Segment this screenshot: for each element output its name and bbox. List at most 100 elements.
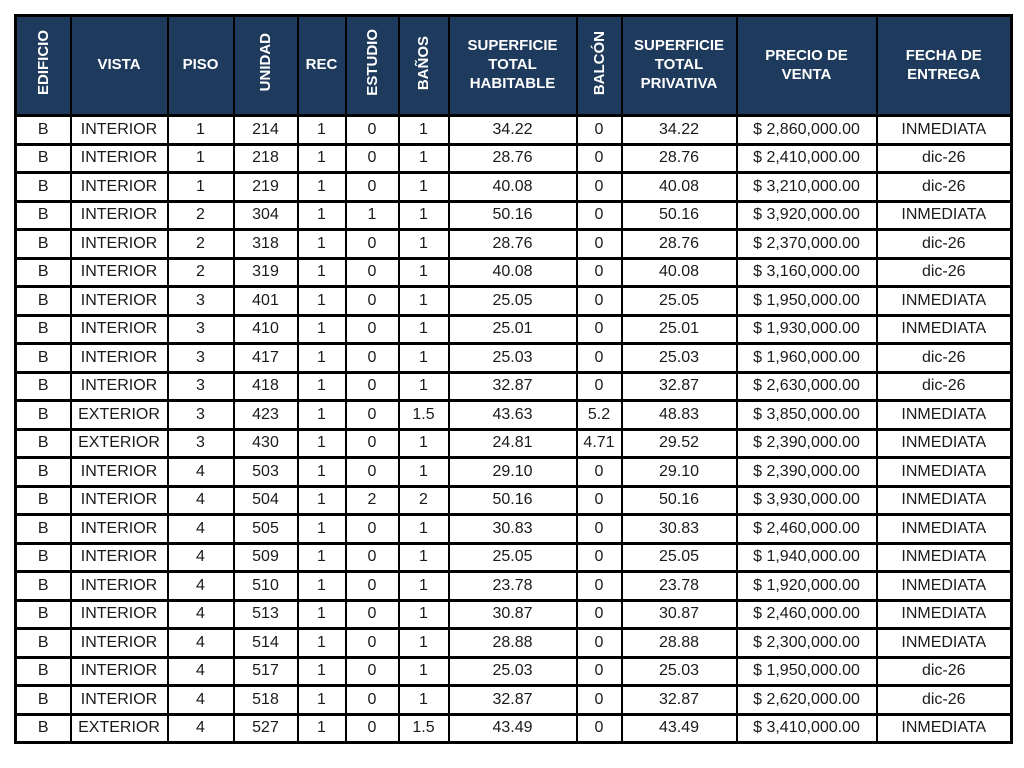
unidad-cell: 214	[232, 114, 299, 146]
banos-cell: 1	[397, 541, 450, 573]
estudio-cell: 0	[344, 228, 400, 260]
fecha-de-entrega-cell: INMEDIATA	[875, 570, 1013, 602]
precio-de-venta-cell: $ 3,210,000.00	[735, 171, 878, 203]
edificio-cell: B	[14, 256, 72, 288]
banos-cell: 1	[397, 684, 450, 716]
estudio-cell: 0	[344, 712, 400, 744]
fecha-de-entrega-cell: dic-26	[875, 342, 1013, 374]
balcon-cell: 0	[575, 484, 623, 516]
balcon-cell: 0	[575, 513, 623, 545]
edificio-cell: B	[14, 598, 72, 630]
superficie-total-habitable-cell: 32.87	[447, 370, 578, 402]
piso-cell: 4	[166, 541, 235, 573]
superficie-total-habitable-cell: 25.03	[447, 342, 578, 374]
banos-cell: 1	[397, 655, 450, 687]
superficie-total-privativa-cell: 28.76	[620, 228, 738, 260]
vista-cell: INTERIOR	[69, 256, 169, 288]
table-row: B INTERIOR 1 219 1 0 1 40.08 0 40.08 $ 3,210,000.0…	[14, 171, 1013, 203]
estudio-cell: 2	[344, 484, 400, 516]
banos-cell: 1.5	[397, 712, 450, 744]
estudio-cell: 0	[344, 313, 400, 345]
vista-cell: INTERIOR	[69, 370, 169, 402]
column-header-label: PISO	[182, 56, 219, 74]
fecha-de-entrega-cell: INMEDIATA	[875, 313, 1013, 345]
column-header-superficie-total-habitable: SUPERFICIE TOTAL HABITABLE	[447, 14, 578, 117]
superficie-total-habitable-cell: 25.05	[447, 541, 578, 573]
superficie-total-habitable-cell: 25.03	[447, 655, 578, 687]
rec-cell: 1	[296, 655, 347, 687]
piso-cell: 2	[166, 228, 235, 260]
fecha-de-entrega-cell: dic-26	[875, 684, 1013, 716]
vista-cell: INTERIOR	[69, 484, 169, 516]
fecha-de-entrega-cell: dic-26	[875, 142, 1013, 174]
unidad-cell: 504	[232, 484, 299, 516]
piso-cell: 3	[166, 313, 235, 345]
superficie-total-habitable-cell: 23.78	[447, 570, 578, 602]
balcon-cell: 0	[575, 598, 623, 630]
piso-cell: 4	[166, 598, 235, 630]
fecha-de-entrega-cell: INMEDIATA	[875, 285, 1013, 317]
estudio-cell: 0	[344, 513, 400, 545]
column-header-label: REC	[305, 56, 338, 74]
estudio-cell: 0	[344, 541, 400, 573]
superficie-total-privativa-cell: 25.05	[620, 541, 738, 573]
rec-cell: 1	[296, 313, 347, 345]
unidad-cell: 505	[232, 513, 299, 545]
table-row: B EXTERIOR 3 430 1 0 1 24.81 4.71 29.52 $ 2,390,00…	[14, 427, 1013, 459]
vista-cell: INTERIOR	[69, 342, 169, 374]
banos-cell: 1	[397, 627, 450, 659]
fecha-de-entrega-cell: INMEDIATA	[875, 712, 1013, 744]
rec-cell: 1	[296, 513, 347, 545]
superficie-total-habitable-cell: 34.22	[447, 114, 578, 146]
vista-cell: INTERIOR	[69, 541, 169, 573]
estudio-cell: 0	[344, 285, 400, 317]
superficie-total-habitable-cell: 43.63	[447, 399, 578, 431]
banos-cell: 1	[397, 114, 450, 146]
superficie-total-privativa-cell: 30.87	[620, 598, 738, 630]
superficie-total-privativa-cell: 40.08	[620, 171, 738, 203]
unidad-cell: 401	[232, 285, 299, 317]
fecha-de-entrega-cell: INMEDIATA	[875, 456, 1013, 488]
fecha-de-entrega-cell: INMEDIATA	[875, 427, 1013, 459]
piso-cell: 3	[166, 370, 235, 402]
vista-cell: INTERIOR	[69, 655, 169, 687]
estudio-cell: 0	[344, 570, 400, 602]
vista-cell: INTERIOR	[69, 199, 169, 231]
piso-cell: 4	[166, 456, 235, 488]
rec-cell: 1	[296, 598, 347, 630]
banos-cell: 1	[397, 598, 450, 630]
column-header-vista: VISTA	[69, 14, 169, 117]
superficie-total-habitable-cell: 28.76	[447, 228, 578, 260]
superficie-total-habitable-cell: 30.87	[447, 598, 578, 630]
edificio-cell: B	[14, 399, 72, 431]
table-row: B INTERIOR 4 514 1 0 1 28.88 0 28.88 $ 2,300,000.0…	[14, 627, 1013, 659]
vista-cell: INTERIOR	[69, 114, 169, 146]
table-row: B INTERIOR 2 304 1 1 1 50.16 0 50.16 $ 3,920,000.0…	[14, 199, 1013, 231]
balcon-cell: 0	[575, 712, 623, 744]
unidad-cell: 410	[232, 313, 299, 345]
estudio-cell: 0	[344, 427, 400, 459]
fecha-de-entrega-cell: dic-26	[875, 256, 1013, 288]
precio-de-venta-cell: $ 1,950,000.00	[735, 285, 878, 317]
edificio-cell: B	[14, 114, 72, 146]
edificio-cell: B	[14, 313, 72, 345]
unidad-cell: 514	[232, 627, 299, 659]
precio-de-venta-cell: $ 3,920,000.00	[735, 199, 878, 231]
vista-cell: INTERIOR	[69, 598, 169, 630]
piso-cell: 2	[166, 256, 235, 288]
column-header-unidad: UNIDAD	[232, 14, 299, 117]
superficie-total-privativa-cell: 25.01	[620, 313, 738, 345]
piso-cell: 4	[166, 712, 235, 744]
table-row: B EXTERIOR 3 423 1 0 1.5 43.63 5.2 48.83 $ 3,850,0…	[14, 399, 1013, 431]
table-row: B INTERIOR 4 513 1 0 1 30.87 0 30.87 $ 2,460,000.0…	[14, 598, 1013, 630]
piso-cell: 4	[166, 513, 235, 545]
superficie-total-habitable-cell: 30.83	[447, 513, 578, 545]
rec-cell: 1	[296, 228, 347, 260]
vista-cell: INTERIOR	[69, 513, 169, 545]
estudio-cell: 0	[344, 655, 400, 687]
fecha-de-entrega-cell: INMEDIATA	[875, 627, 1013, 659]
column-header-balcon: BALCÓN	[575, 14, 623, 117]
header-row: EDIFICIO VISTA PISO UNIDAD REC ESTUDIO BAÑOS SU…	[14, 14, 1013, 117]
column-header-fecha-de-entrega: FECHA DE ENTREGA	[875, 14, 1013, 117]
